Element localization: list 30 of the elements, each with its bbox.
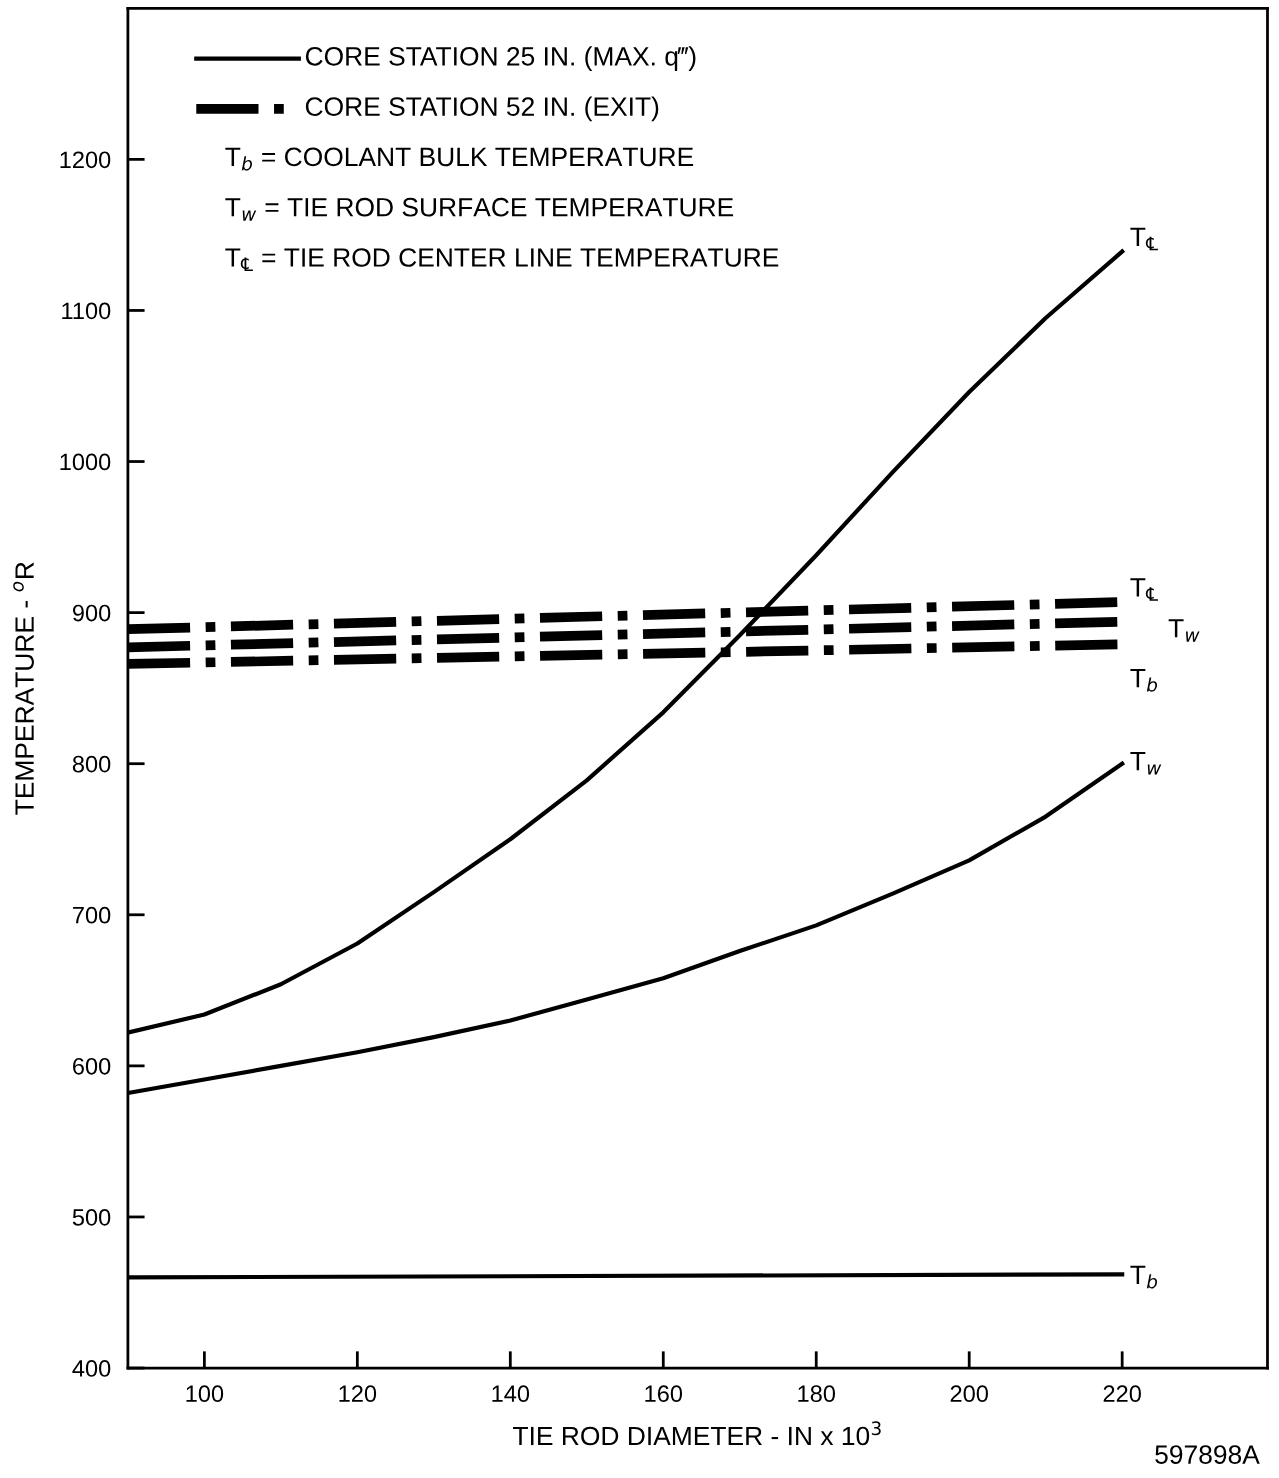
series-label: T$_{b}$	[1130, 1265, 1158, 1289]
x-tick-label: 100	[186, 1385, 224, 1403]
y-tick-label: 500	[72, 1209, 111, 1226]
annotation: T$_{w}$ = TIE ROD SURFACE TEMPERATURE	[225, 197, 734, 221]
series-label: T$_{℄}$	[1130, 578, 1158, 601]
x-axis-title: TIE ROD DIAMETER - IN x 10$^{3}$	[513, 1421, 881, 1446]
x-tick-label: 220	[1103, 1385, 1141, 1403]
series-label: T$_{b}$	[1130, 669, 1158, 692]
text: 597898A	[1155, 1445, 1260, 1464]
series-label: T$_{w}$	[1168, 619, 1200, 642]
annotation: CORE STATION 25 IN. (MAX. q‴)	[305, 46, 696, 71]
x-tick-label: 140	[492, 1385, 530, 1403]
x-tick-label: 160	[645, 1385, 683, 1403]
y-tick-label: 700	[73, 906, 111, 924]
annotation: T$_{b}$ = COOLANT BULK TEMPERATURE	[225, 147, 694, 171]
y-tick-label: 1200	[60, 151, 111, 169]
series-label: T$_{w}$	[1130, 752, 1162, 775]
y-tick-label: 1100	[62, 302, 111, 320]
series-label: T$_{℄}$	[1130, 227, 1158, 251]
y-tick-label: 400	[72, 1360, 111, 1377]
annotation: CORE STATION 52 IN. (EXIT)	[305, 96, 659, 122]
annotation: T$_{℄}$ = TIE ROD CENTER LINE TEMPERATURE	[225, 248, 779, 271]
y-tick-label: 600	[73, 1057, 111, 1075]
y-tick-label: 800	[72, 755, 111, 773]
x-tick-label: 200	[950, 1385, 988, 1403]
y-axis-title: TEMPERATURE - $^{o}$R	[13, 562, 34, 815]
x-tick-label: 120	[339, 1385, 377, 1403]
y-tick-label: 900	[72, 604, 111, 622]
x-tick-label: 180	[798, 1385, 836, 1403]
y-tick-label: 1000	[60, 453, 111, 471]
